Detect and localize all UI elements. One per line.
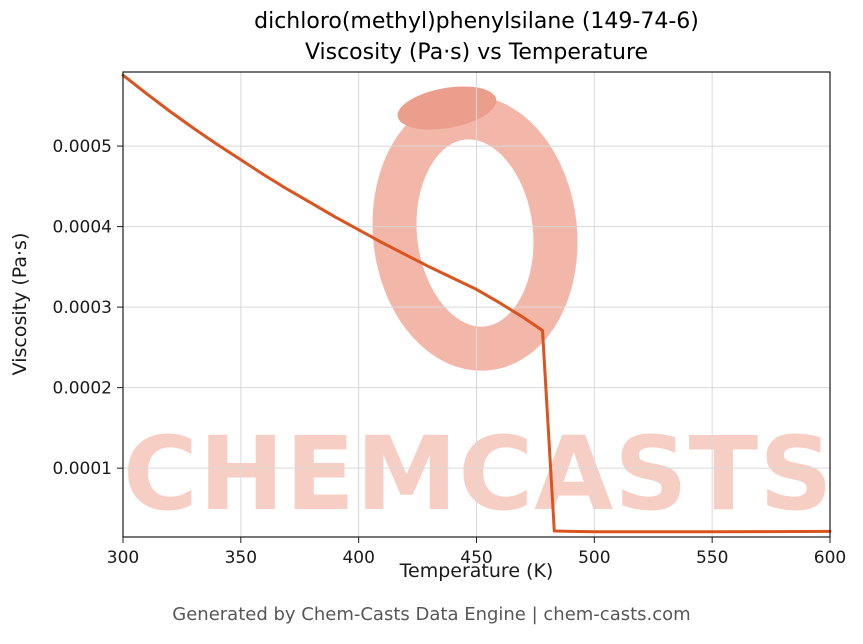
y-axis-label: Viscosity (Pa·s) <box>9 232 31 376</box>
x-tick-label: 600 <box>814 548 846 568</box>
y-tick-label: 0.0004 <box>53 218 112 238</box>
viscosity-line <box>121 73 832 534</box>
x-tick-label: 300 <box>107 548 139 568</box>
chart-title: dichloro(methyl)phenylsilane (149-74-6) … <box>123 6 830 68</box>
x-tick-label: 450 <box>460 548 492 568</box>
y-tick-label: 0.0005 <box>53 137 112 157</box>
x-tick-label: 350 <box>225 548 257 568</box>
chart-title-line2: Viscosity (Pa·s) vs Temperature <box>304 40 649 65</box>
footer-credit: Generated by Chem-Casts Data Engine | ch… <box>172 604 691 625</box>
y-tick-label: 0.0002 <box>53 379 112 399</box>
chart-title-line1: dichloro(methyl)phenylsilane (149-74-6) <box>254 9 699 34</box>
x-axis-label: Temperature (K) <box>399 560 554 582</box>
y-tick-label: 0.0001 <box>53 459 112 479</box>
y-tick-label: 0.0003 <box>53 298 112 318</box>
x-tick-label: 400 <box>342 548 374 568</box>
x-tick-label: 500 <box>578 548 610 568</box>
x-tick-label: 550 <box>696 548 728 568</box>
